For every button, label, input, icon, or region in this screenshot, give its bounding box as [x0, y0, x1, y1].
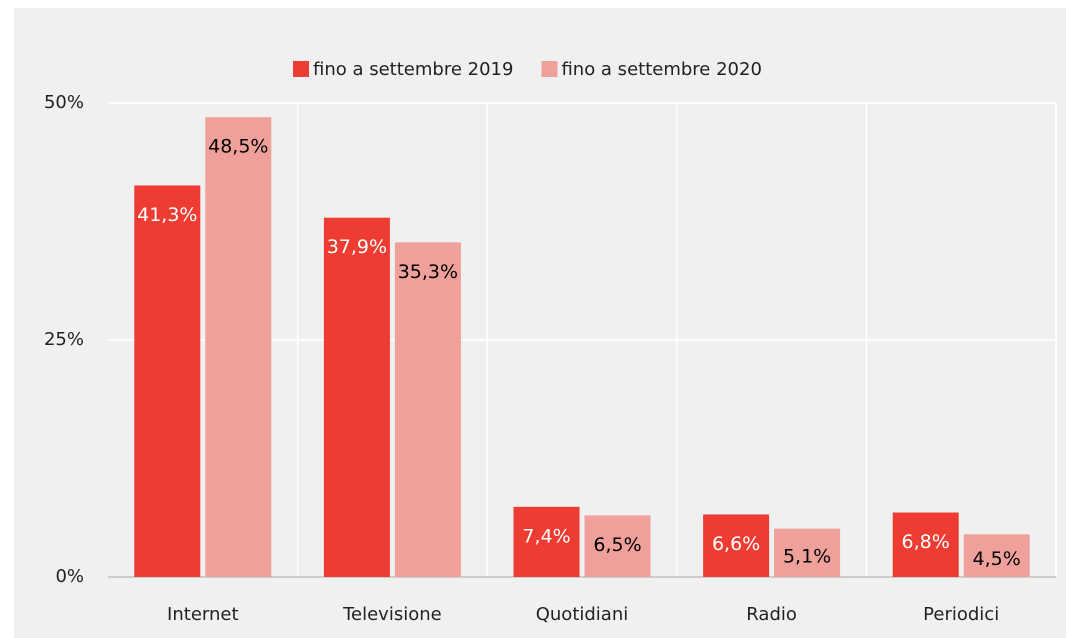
- bar: [703, 514, 770, 577]
- value-label: 41,3%: [137, 204, 197, 226]
- value-label: 48,5%: [208, 136, 268, 158]
- legend-label: fino a settembre 2019: [313, 59, 513, 80]
- bar: [394, 242, 461, 577]
- value-label: 6,6%: [712, 533, 760, 555]
- bar: [774, 528, 841, 577]
- value-label: 7,4%: [522, 525, 570, 547]
- legend-swatch: [293, 61, 309, 77]
- y-tick-label: 0%: [55, 566, 84, 587]
- y-tick-label: 50%: [44, 92, 84, 113]
- bar: [323, 217, 390, 577]
- bar: [963, 534, 1030, 577]
- legend-swatch: [541, 61, 558, 77]
- bar: [892, 512, 959, 577]
- x-tick-label: Radio: [746, 604, 797, 625]
- bar: [205, 117, 272, 577]
- bar: [134, 185, 201, 577]
- value-label: 4,5%: [973, 548, 1021, 570]
- x-tick-label: Internet: [167, 604, 238, 625]
- value-label: 37,9%: [327, 236, 387, 258]
- x-tick-label: Periodici: [923, 604, 999, 625]
- x-tick-label: Televisione: [342, 604, 442, 625]
- bar: [513, 506, 580, 577]
- bar: [584, 515, 651, 577]
- y-tick-label: 25%: [44, 329, 84, 350]
- value-label: 6,8%: [902, 531, 950, 553]
- value-label: 6,5%: [593, 534, 641, 556]
- value-label: 35,3%: [398, 261, 458, 283]
- value-label: 5,1%: [783, 545, 831, 567]
- legend-label: fino a settembre 2020: [561, 59, 761, 80]
- x-tick-label: Quotidiani: [536, 604, 629, 625]
